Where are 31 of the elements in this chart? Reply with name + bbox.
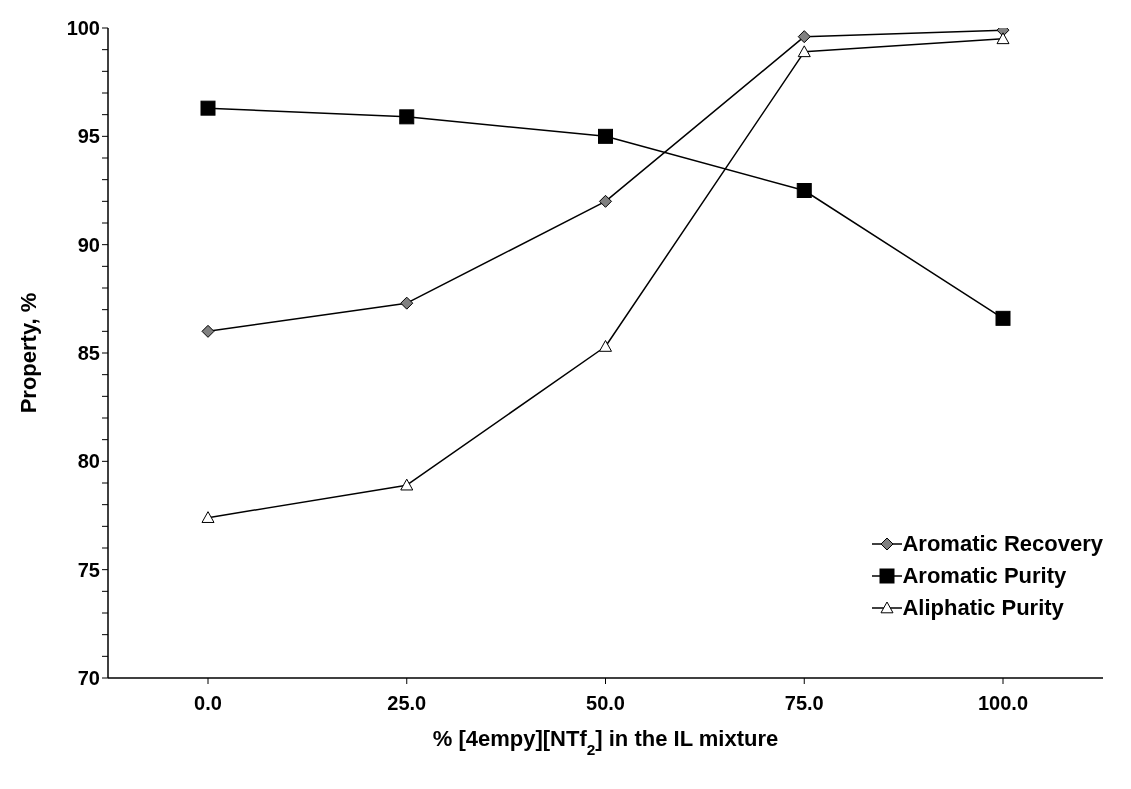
point [797, 45, 811, 58]
point [400, 478, 414, 491]
y-tick-label: 90 [77, 233, 100, 256]
y-axis-title: Property, % [15, 292, 41, 414]
y-tick-label: 80 [77, 450, 100, 473]
y-tick-label: 100 [66, 17, 100, 40]
x-tick-label: 50.0 [586, 692, 625, 715]
x-tick-label: 75.0 [784, 692, 824, 715]
point [201, 511, 215, 523]
point [996, 32, 1010, 45]
legend-label: Aromatic Purity [902, 563, 1067, 589]
point [797, 30, 811, 44]
y-tick-label: 85 [77, 342, 100, 365]
x-tick-label: 100.0 [977, 692, 1029, 715]
legend-label: Aromatic Recovery [902, 531, 1103, 557]
x-axis-title: % [4empy][NTf$_{2}$] in the IL mixture [432, 726, 779, 758]
y-tick-label: 70 [77, 667, 100, 690]
y-tick-label: 75 [77, 558, 100, 581]
point [599, 194, 612, 208]
point [200, 100, 216, 116]
point [399, 109, 415, 125]
legend-label: Aliphatic Purity [902, 595, 1064, 621]
point [599, 340, 612, 352]
point [598, 128, 613, 144]
point [201, 324, 215, 338]
y-tick-label: 95 [77, 125, 100, 148]
point [796, 183, 812, 198]
x-tick-label: 25.0 [387, 692, 427, 715]
point [400, 296, 414, 310]
x-tick-label: 0.0 [194, 692, 222, 715]
point [995, 310, 1011, 326]
